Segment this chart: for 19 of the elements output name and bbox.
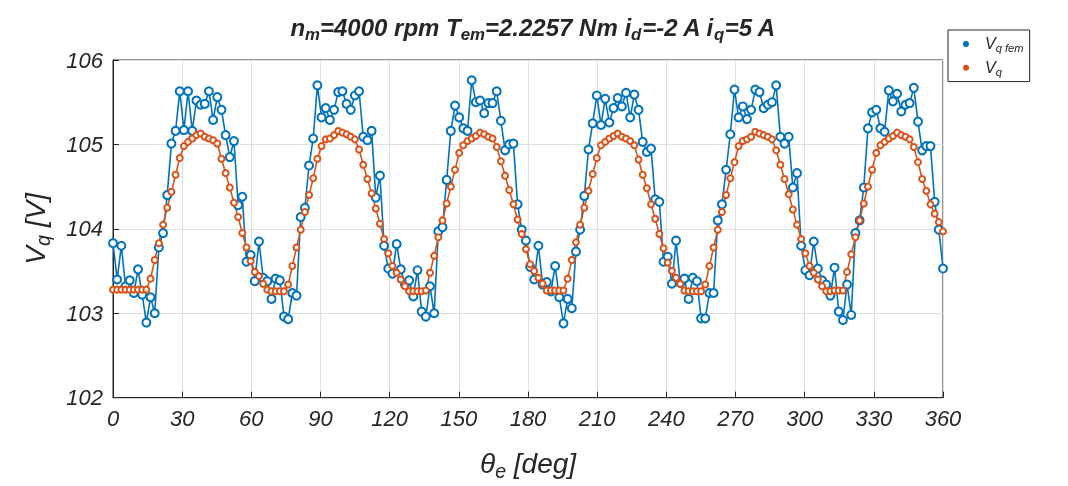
y-tick-label: 103 xyxy=(66,300,104,326)
x-tick-label: 30 xyxy=(169,406,196,432)
x-tick-label: 60 xyxy=(239,406,265,432)
x-tick-label: 90 xyxy=(308,406,334,432)
x-tick-label: 270 xyxy=(716,406,755,432)
y-tick-label: 105 xyxy=(66,131,104,157)
x-tick-label: 120 xyxy=(371,406,409,432)
y-tick-label: 102 xyxy=(66,385,103,411)
x-tick-label: 150 xyxy=(440,406,478,432)
y-tick-label: 104 xyxy=(66,216,103,242)
x-tick-label: 360 xyxy=(924,406,963,432)
x-tick-label: 0 xyxy=(106,406,120,432)
x-tick-label: 210 xyxy=(577,406,617,432)
y-axis-title: Vq [V] xyxy=(19,191,55,265)
y-tick-label: 106 xyxy=(66,47,104,73)
x-tick-label: 330 xyxy=(855,406,893,432)
x-tick-label: 300 xyxy=(786,406,824,432)
x-tick-label: 180 xyxy=(509,406,548,432)
x-tick-label: 240 xyxy=(646,406,686,432)
